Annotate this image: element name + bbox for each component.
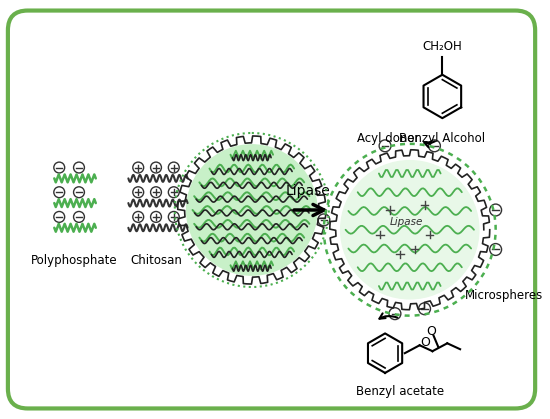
Text: Benzyl Alcohol: Benzyl Alcohol (399, 132, 486, 145)
Text: O: O (421, 336, 431, 349)
Text: O: O (427, 325, 436, 338)
Text: Chitosan: Chitosan (130, 254, 182, 267)
Text: CH₂OH: CH₂OH (422, 40, 462, 53)
Text: Acyl donor: Acyl donor (357, 132, 419, 145)
Circle shape (340, 160, 479, 299)
Text: Microspheres: Microspheres (464, 289, 543, 302)
Text: Benzyl acetate: Benzyl acetate (356, 385, 444, 398)
Text: Lipase: Lipase (285, 184, 331, 198)
FancyBboxPatch shape (8, 10, 535, 409)
Circle shape (186, 145, 317, 275)
Text: Lipase: Lipase (390, 217, 424, 227)
Text: Polyphosphate: Polyphosphate (31, 254, 117, 267)
